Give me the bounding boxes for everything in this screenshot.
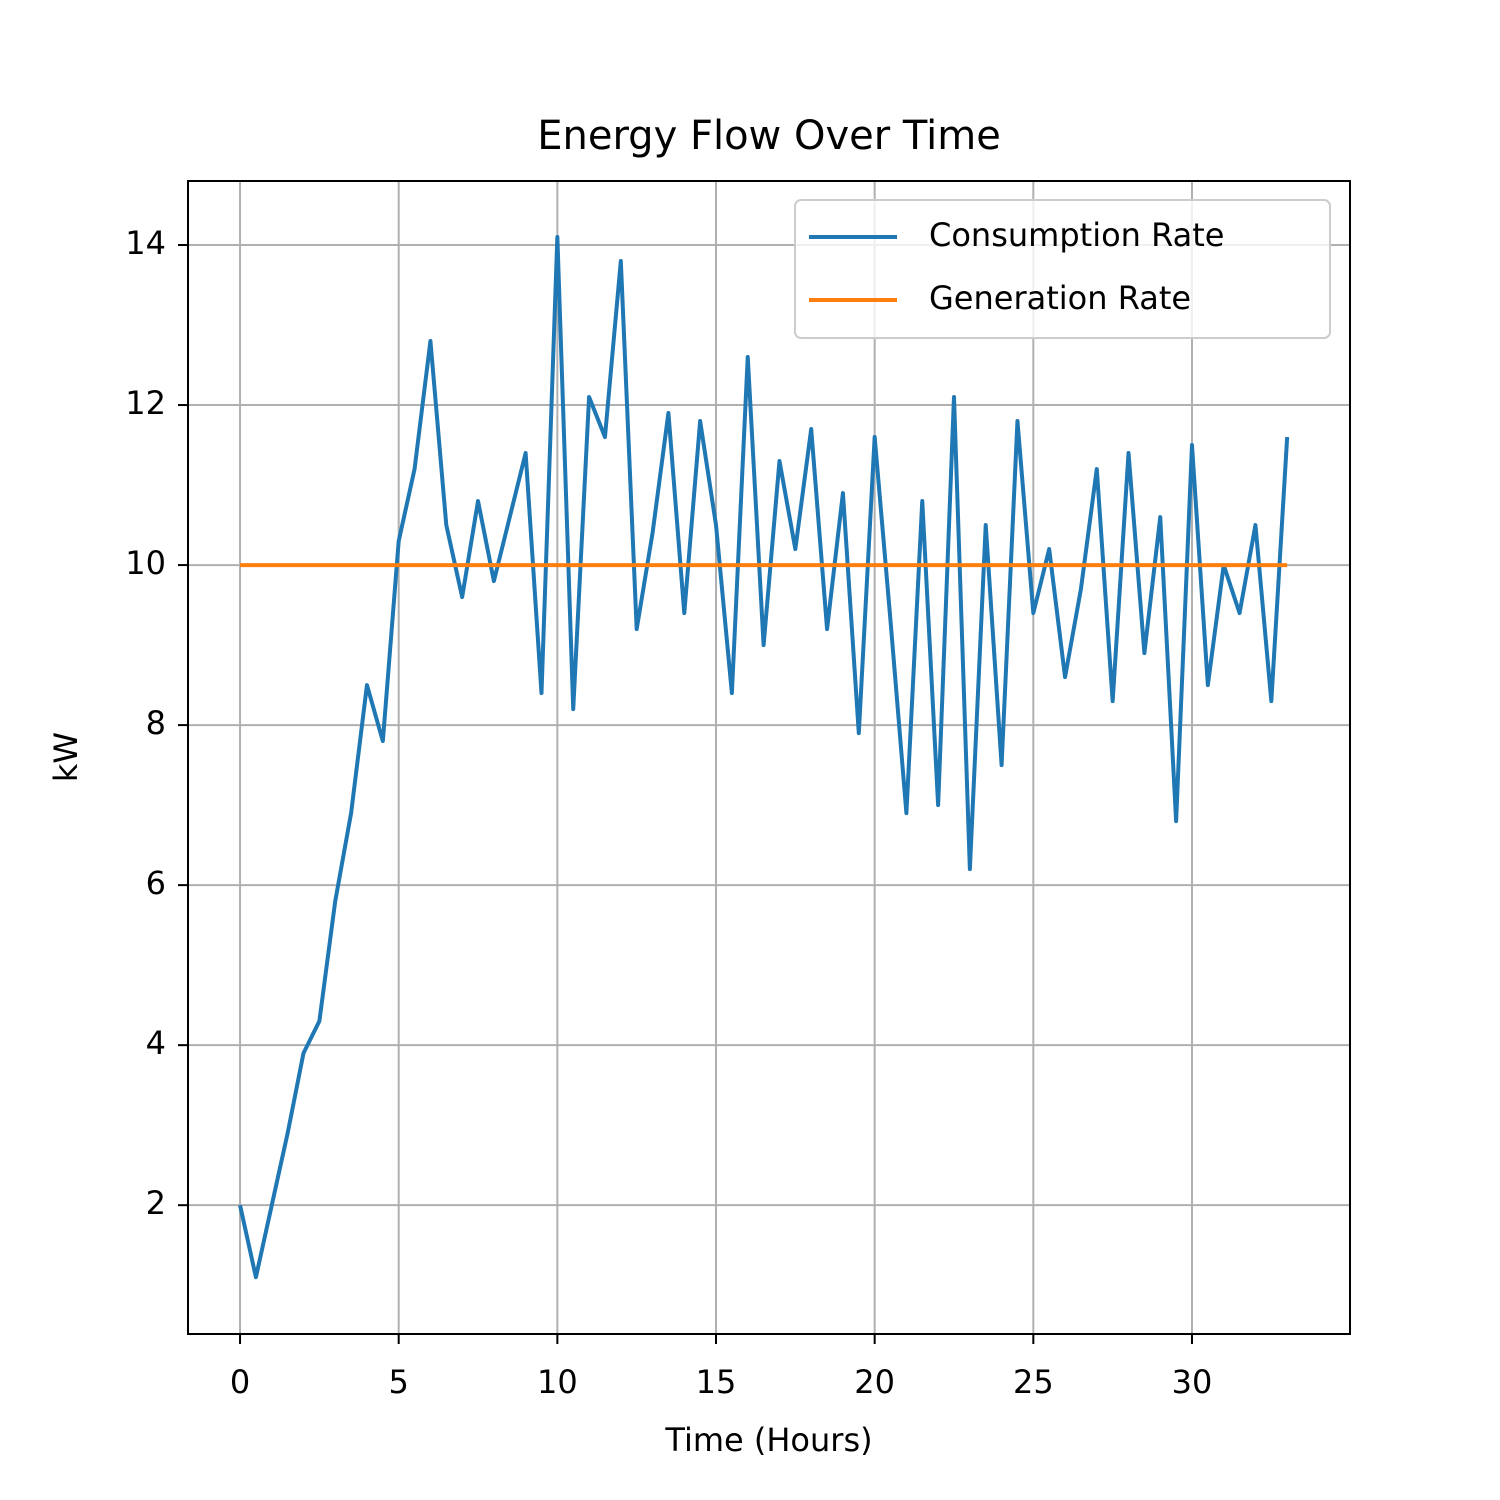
legend-label: Generation Rate [929,279,1191,317]
plot-frame [187,180,1351,1335]
y-tick-label: 4 [146,1024,166,1062]
x-tick-label: 20 [854,1363,895,1401]
x-tick-label: 0 [230,1363,250,1401]
y-tick-label: 6 [146,864,166,902]
y-tick-label: 10 [125,544,166,582]
x-tick-label: 10 [537,1363,578,1401]
x-tick-label: 25 [1013,1363,1054,1401]
x-tick-label: 5 [389,1363,409,1401]
x-tick-label: 30 [1172,1363,1213,1401]
line-series [238,235,1290,1280]
chart-title: Energy Flow Over Time [537,113,1001,159]
legend-box [794,199,1331,339]
y-tick-label: 2 [146,1184,166,1222]
legend-label: Consumption Rate [929,216,1224,254]
y-tick-label: 12 [125,384,166,422]
y-tick-label: 8 [146,704,166,742]
y-tick-label: 14 [125,224,166,262]
x-axis-label: Time (Hours) [664,1421,872,1459]
x-tick-label: 15 [696,1363,737,1401]
y-axis-label: kW [47,732,85,782]
